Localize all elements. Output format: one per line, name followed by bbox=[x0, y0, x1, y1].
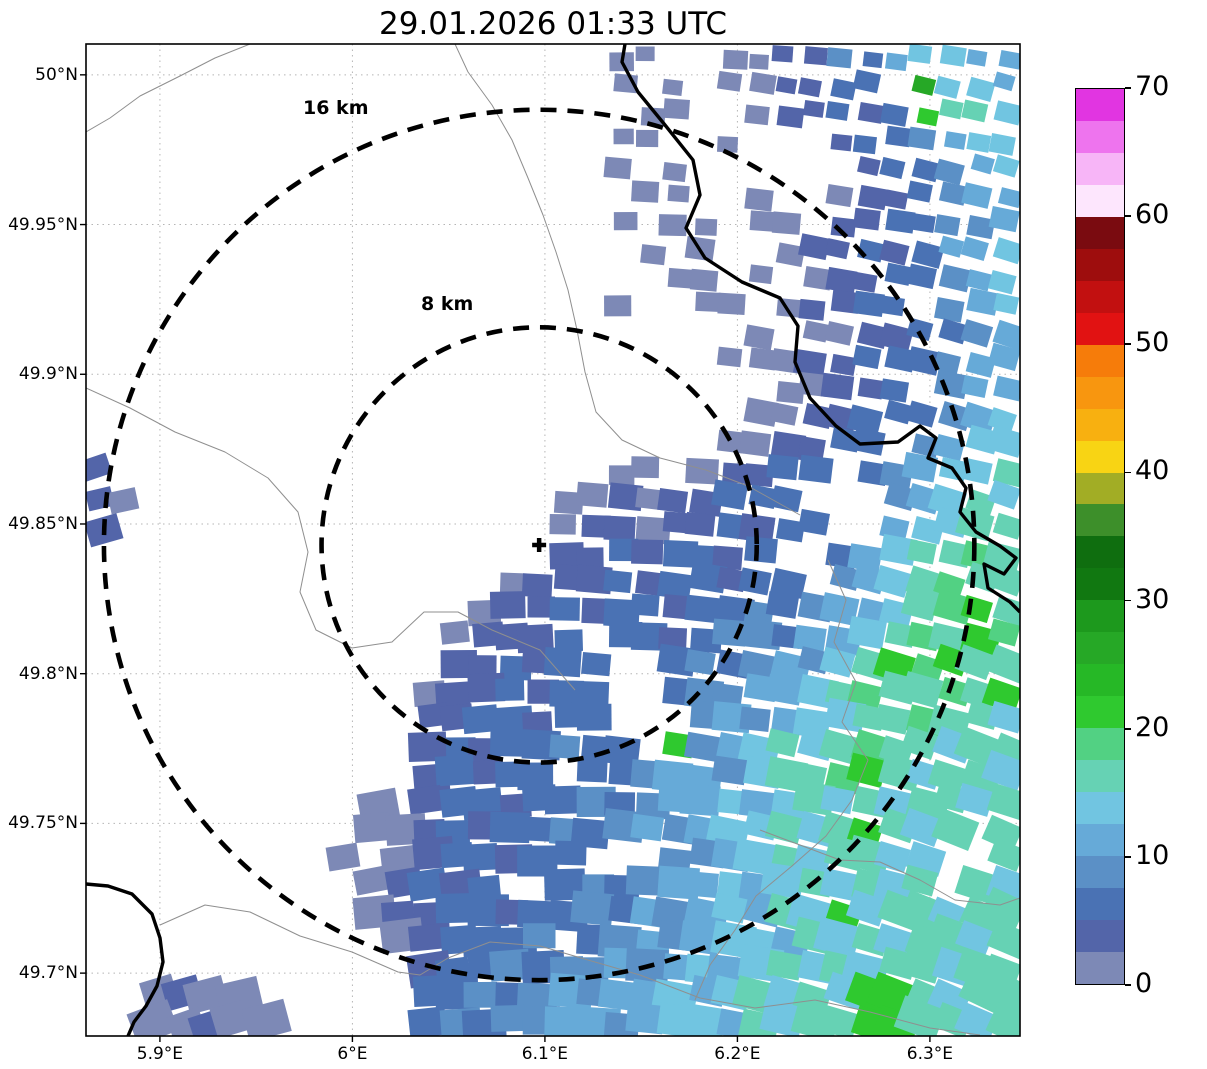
range-ring-label-16km: 16 km bbox=[303, 97, 369, 119]
colorbar-segment bbox=[1076, 248, 1124, 281]
colorbar-segment bbox=[1076, 152, 1124, 185]
colorbar-segment bbox=[1076, 760, 1124, 793]
colorbar-segment bbox=[1076, 504, 1124, 537]
y-tick-label: 49.7°N bbox=[18, 963, 78, 984]
colorbar-segment bbox=[1076, 792, 1124, 825]
colorbar-segment bbox=[1076, 216, 1124, 249]
colorbar-tick-label: 0 bbox=[1135, 968, 1153, 999]
colorbar-tick bbox=[1125, 471, 1131, 474]
colorbar-tick bbox=[1125, 599, 1131, 602]
colorbar-segment bbox=[1076, 88, 1124, 121]
colorbar-segment bbox=[1076, 408, 1124, 441]
colorbar-tick bbox=[1125, 727, 1131, 730]
colorbar-tick-label: 50 bbox=[1135, 327, 1170, 359]
colorbar-tick-label: 40 bbox=[1135, 455, 1170, 487]
colorbar-segment bbox=[1076, 824, 1124, 857]
colorbar-segment bbox=[1076, 856, 1124, 889]
colorbar-tick bbox=[1125, 343, 1131, 346]
colorbar-segment bbox=[1076, 120, 1124, 153]
colorbar-segment bbox=[1076, 312, 1124, 345]
x-tick-label: 6.2°E bbox=[714, 1044, 761, 1064]
colorbar-segment bbox=[1076, 920, 1124, 953]
colorbar-segment bbox=[1076, 632, 1124, 665]
page-title: 29.01.2026 01:33 UTC bbox=[379, 6, 727, 42]
colorbar-segment bbox=[1076, 664, 1124, 697]
colorbar-tick-label: 20 bbox=[1135, 711, 1170, 743]
y-tick-label: 49.9°N bbox=[18, 364, 78, 385]
colorbar-tick-label: 10 bbox=[1135, 839, 1170, 871]
x-tick-label: 6.3°E bbox=[906, 1044, 954, 1064]
range-ring-label-8km: 8 km bbox=[421, 293, 474, 315]
colorbar-tick bbox=[1125, 87, 1131, 89]
colorbar-segment bbox=[1076, 440, 1124, 473]
colorbar-segment bbox=[1076, 376, 1124, 409]
colorbar-tick-label: 70 bbox=[1135, 71, 1170, 102]
colorbar-segment bbox=[1076, 952, 1124, 984]
colorbar-segment bbox=[1076, 280, 1124, 313]
colorbar-tick bbox=[1125, 856, 1131, 858]
x-tick-label: 5.9°E bbox=[136, 1044, 184, 1064]
y-tick-label: 49.85°N bbox=[8, 513, 78, 534]
colorbar-segment bbox=[1076, 696, 1124, 729]
colorbar-tick-label: 60 bbox=[1135, 199, 1170, 231]
x-tick-label: 6°E bbox=[337, 1044, 368, 1064]
colorbar-tick bbox=[1125, 215, 1131, 217]
y-tick-label: 49.8°N bbox=[18, 663, 78, 684]
colorbar-segment bbox=[1076, 568, 1124, 601]
colorbar-segment bbox=[1076, 472, 1124, 505]
x-tick-label: 6.1°E bbox=[521, 1044, 569, 1064]
y-tick-label: 50°N bbox=[35, 64, 78, 85]
colorbar-segment bbox=[1076, 600, 1124, 633]
y-tick-label: 49.95°N bbox=[8, 214, 78, 235]
colorbar-segment bbox=[1076, 888, 1124, 921]
colorbar-tick bbox=[1125, 984, 1131, 986]
colorbar-segment bbox=[1076, 344, 1124, 377]
colorbar-tick-label: 30 bbox=[1135, 583, 1170, 615]
colorbar-segment bbox=[1076, 536, 1124, 569]
colorbar-segment bbox=[1076, 728, 1124, 761]
colorbar-segment bbox=[1076, 184, 1124, 217]
colorbar bbox=[1075, 88, 1125, 985]
y-tick-label: 49.75°N bbox=[8, 813, 78, 834]
